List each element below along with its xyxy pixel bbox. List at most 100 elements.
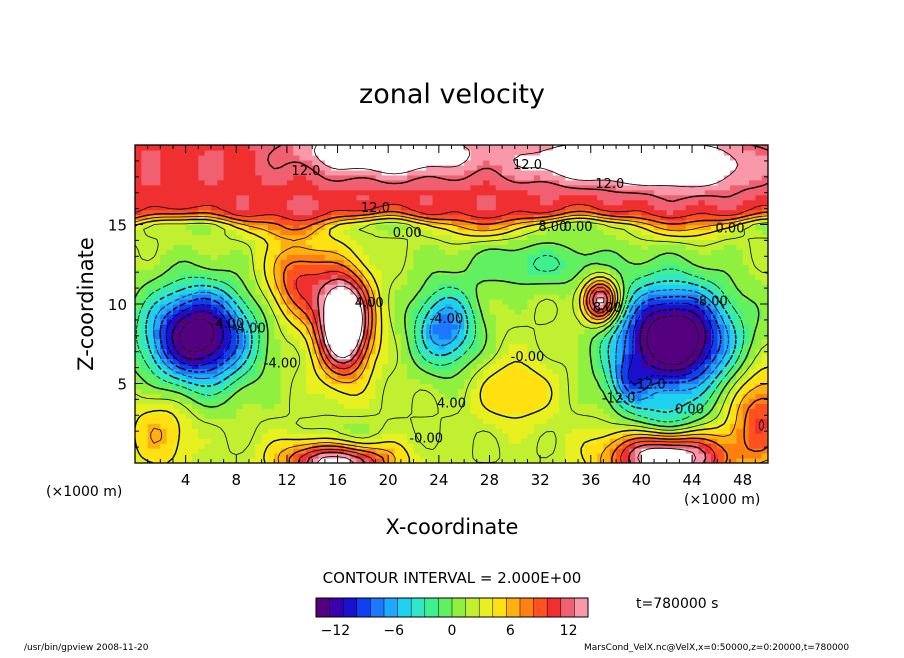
field-cell [641,378,649,385]
field-cell [578,323,586,330]
field-cell [185,438,193,444]
field-cell [375,343,383,350]
field-cell [685,308,693,315]
field-cell [198,453,206,459]
field-cell [559,418,567,424]
field-cell [286,438,294,444]
field-cell [280,368,288,375]
field-cell [616,323,624,330]
field-cell [172,443,180,449]
field-cell [286,353,294,360]
field-cell [749,318,756,325]
field-cell [685,274,693,280]
field-cell [533,308,541,315]
field-cell [736,239,744,245]
field-cell [679,423,687,429]
field-cell [331,313,339,320]
field-cell [495,308,503,315]
field-cell [514,443,522,449]
field-cell [457,423,465,429]
field-cell [502,448,510,454]
field-cell [685,284,693,290]
field-cell [242,234,250,241]
field-cell [565,274,573,280]
field-cell [135,418,142,424]
field-cell [476,358,484,365]
field-cell [660,284,668,290]
field-cell [293,388,301,395]
field-cell [432,239,440,245]
field-cell [590,453,598,459]
field-cell [135,358,142,365]
field-cell [527,408,535,414]
field-cell [647,348,655,355]
field-cell [685,458,693,463]
field-cell [312,269,320,275]
field-cell [242,269,250,275]
field-cell [324,338,332,345]
field-cell [533,458,541,463]
field-cell [305,224,313,231]
field-cell [274,289,282,295]
field-cell [559,289,567,295]
field-cell [248,408,256,414]
field-cell [470,299,478,305]
field-cell [236,254,244,260]
field-cell [673,383,680,390]
field-cell [274,438,282,444]
field-cell [217,383,225,390]
field-cell [495,328,503,335]
field-cell [527,343,535,350]
field-cell [356,304,364,310]
field-cell [160,428,168,434]
field-cell [685,433,693,439]
field-cell [153,383,161,390]
field-cell [470,289,478,295]
field-cell [514,239,522,245]
field-cell [552,348,560,355]
field-cell [407,289,415,295]
field-cell [324,234,332,241]
field-cell [616,398,624,404]
field-cell [198,363,206,370]
field-cell [217,423,225,429]
field-cell [571,388,579,395]
field-cell [432,343,440,350]
field-cell [445,433,453,439]
field-cell [343,338,351,345]
field-cell [236,328,244,335]
field-cell [267,333,275,340]
field-cell [210,304,218,310]
field-cell [191,239,199,245]
field-cell [432,393,440,400]
field-cell [464,299,472,305]
field-cell [147,318,155,325]
field-cell [457,299,465,305]
field-cell [489,398,497,404]
field-cell [331,338,339,345]
field-cell [660,249,668,255]
field-cell [590,289,598,295]
field-cell [590,214,598,221]
field-cell [508,308,516,315]
field-cell [749,328,756,335]
field-cell [248,383,256,390]
field-cell [166,323,174,330]
field-cell [343,398,351,404]
field-cell [166,443,174,449]
field-cell [711,323,718,330]
field-cell [337,313,345,320]
field-cell [324,274,332,280]
field-cell [236,358,244,365]
field-cell [299,398,307,404]
field-cell [559,234,567,241]
field-cell [755,244,763,250]
field-cell [603,383,611,390]
field-cell [324,433,332,439]
field-cell [704,284,712,290]
field-cell [185,234,193,241]
field-cell [679,338,687,345]
field-cell [578,338,586,345]
field-cell [236,438,244,444]
field-cell [483,318,491,325]
